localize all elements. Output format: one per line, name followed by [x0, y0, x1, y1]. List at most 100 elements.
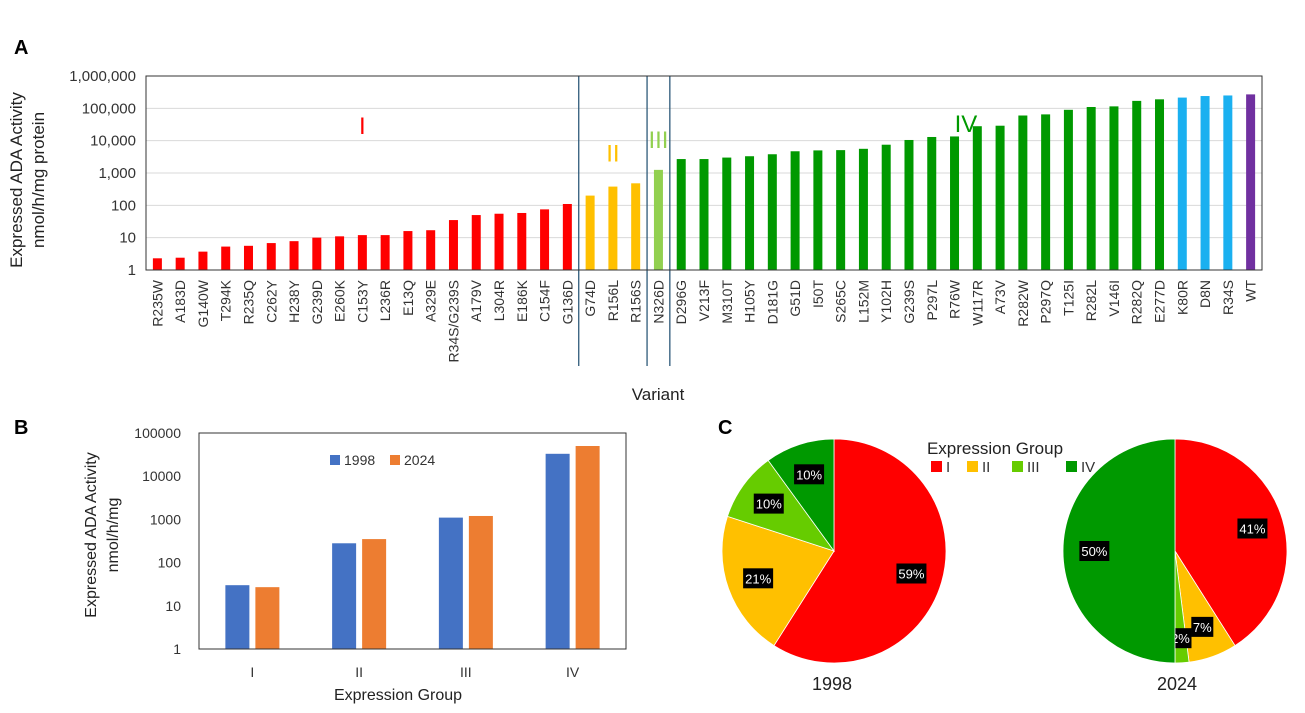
- bar-2024-group-ii: [362, 539, 387, 649]
- x-tick-label: IV: [566, 664, 580, 680]
- chart-c-pie-group: 59% 21% 10% 10% 41% 7%2% 50%: [721, 438, 1288, 664]
- bar-e260k: [335, 236, 345, 270]
- bar-c154f: [540, 209, 550, 270]
- x-tick-label: C262Y: [263, 279, 279, 322]
- y-tick-label: 1: [128, 262, 136, 279]
- legend-label-group-i: I: [946, 459, 950, 476]
- legend-swatch-1998: [330, 455, 340, 465]
- pie-label-2024: 2024: [1157, 674, 1197, 694]
- pie-data-label: 10%: [756, 497, 782, 512]
- x-tick-label: A179V: [468, 279, 484, 322]
- bar-t125i: [1063, 109, 1073, 270]
- x-tick-label: III: [460, 664, 472, 680]
- legend-swatch-group-ii: [967, 461, 978, 472]
- bar-s265c: [836, 150, 846, 270]
- bar-r235q: [243, 245, 253, 270]
- y-tick-label: 10: [165, 598, 181, 614]
- bar-1998-group-i: [225, 585, 250, 649]
- bar-a179v: [471, 215, 481, 270]
- chart-b-x-ticks: I II III IV: [250, 664, 579, 680]
- bar-e277d: [1155, 99, 1165, 270]
- chart-a-plot-frame: [145, 75, 1263, 271]
- pie-data-label: 10%: [796, 467, 822, 482]
- chart-a-group-dividers: [578, 76, 671, 366]
- legend-swatch-group-iv: [1066, 461, 1077, 472]
- x-tick-label: A73V: [992, 279, 1008, 314]
- chart-a-y-ticks: 1 10 100 1,000 10,000 100,000 1,000,000: [69, 68, 136, 279]
- bar-e13q: [403, 231, 413, 270]
- bar-c262y: [266, 243, 276, 270]
- chart-a-bars: [152, 94, 1256, 271]
- pie-data-label-box: [1079, 541, 1110, 561]
- bar-p297l: [927, 136, 937, 270]
- x-tick-label: N326D: [650, 280, 666, 324]
- bar-1998-group-iv: [545, 453, 570, 649]
- pie-data-label-box: [1191, 616, 1214, 637]
- bar-r34s-g239s: [448, 220, 458, 270]
- bar-g239s: [904, 139, 914, 270]
- bar-n326d: [653, 169, 663, 270]
- pie-slice-2024-group-iv: [1062, 438, 1176, 664]
- y-tick-label: 10: [119, 230, 136, 247]
- bar-r76w: [950, 136, 960, 270]
- bar-e186k: [517, 212, 527, 270]
- bar-r156s: [631, 183, 641, 270]
- x-tick-label: H238Y: [286, 279, 302, 322]
- x-tick-label: A329E: [423, 280, 439, 322]
- x-tick-label: WT: [1243, 280, 1259, 302]
- bar-m310t: [722, 157, 732, 270]
- pie-data-label-box: [896, 563, 927, 584]
- x-tick-label: A183D: [172, 280, 188, 323]
- bar-g140w: [198, 251, 208, 270]
- bar-wt: [1246, 94, 1256, 271]
- chart-a-variant-activity: 1 10 100 1,000 10,000 100,000 1,000,000 R235W A…: [7, 68, 1263, 404]
- x-tick-label: L152M: [855, 280, 871, 323]
- x-tick-label: R156L: [605, 280, 621, 321]
- bar-a73v: [995, 125, 1005, 271]
- x-tick-label: G136D: [559, 280, 575, 324]
- bar-r156l: [608, 186, 618, 270]
- y-tick-label: 100: [111, 197, 136, 214]
- pie-data-label: 21%: [745, 571, 771, 586]
- bar-r282l: [1086, 106, 1096, 271]
- bar-d296g: [676, 159, 686, 270]
- chart-c-legend-title: Expression Group: [927, 439, 1063, 458]
- x-tick-label: R76W: [947, 279, 963, 319]
- pie-data-label: 41%: [1239, 522, 1265, 537]
- bar-r34s: [1223, 95, 1233, 270]
- y-tick-label: 100,000: [82, 100, 136, 117]
- bar-p297q: [1041, 114, 1051, 270]
- chart-c-legend-items: I II III IV: [931, 459, 1095, 476]
- bar-a183d: [175, 257, 185, 270]
- chart-b-y-ticks: 1 10 100 1000 10000 100000: [134, 425, 181, 657]
- x-tick-label: K80R: [1174, 280, 1190, 315]
- x-tick-label: P297Q: [1038, 280, 1054, 324]
- pie-slice-1998-group-ii: [721, 515, 835, 647]
- bar-d181g: [767, 154, 777, 270]
- pie-data-label-box: [794, 464, 825, 485]
- panel-label-c: C: [718, 417, 732, 439]
- bar-r282w: [1018, 115, 1028, 270]
- bar-w117r: [972, 126, 982, 270]
- y-tick-label: 10,000: [90, 133, 136, 150]
- x-tick-label: V146I: [1106, 280, 1122, 317]
- panel-label-b: B: [14, 417, 28, 439]
- group-label-iv: IV: [955, 111, 978, 138]
- pie-data-label: 2%: [1171, 631, 1190, 646]
- y-tick-label: 1: [173, 641, 181, 657]
- x-tick-label: S265C: [833, 280, 849, 323]
- x-tick-label: I: [250, 664, 254, 680]
- y-tick-label: 100000: [134, 425, 181, 441]
- pie-data-label: 7%: [1193, 620, 1212, 635]
- chart-b-legend: 1998 2024: [330, 452, 435, 468]
- bar-l304r: [494, 213, 504, 270]
- x-tick-label: G239S: [901, 280, 917, 324]
- y-tick-label: 1,000: [98, 165, 136, 182]
- x-tick-label: R282Q: [1129, 280, 1145, 324]
- pie-data-label: 59%: [898, 566, 924, 581]
- x-tick-label: R282L: [1083, 280, 1099, 321]
- x-tick-label: G140W: [195, 279, 211, 327]
- pie-slice-2024-group-i: [1174, 438, 1288, 647]
